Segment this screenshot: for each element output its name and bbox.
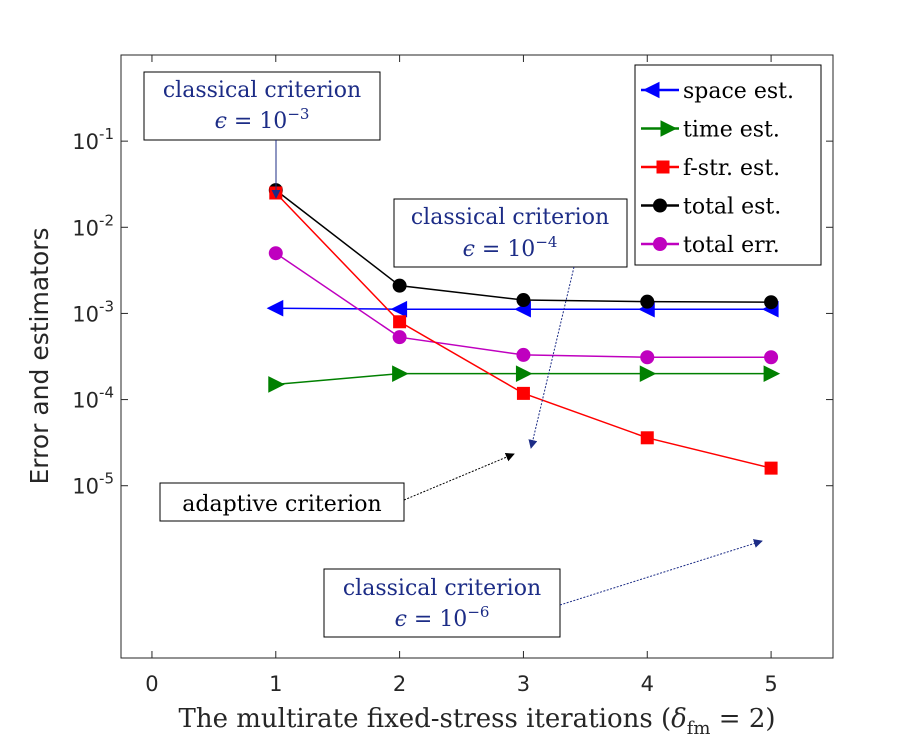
series-time-est [268, 365, 781, 393]
x-tick-label: 2 [393, 672, 406, 696]
legend-label: f-str. est. [683, 156, 780, 181]
data-point-total-est [392, 278, 407, 293]
series-total-est [268, 183, 779, 310]
data-point-time-est [639, 365, 657, 382]
legend-item-space-est: space est. [641, 79, 794, 104]
data-point-f-str-est [393, 315, 407, 329]
legend-marker [656, 160, 670, 174]
legend-label: total err. [683, 233, 780, 258]
x-tick-label: 4 [641, 672, 654, 696]
x-axis-label-tail: = 2) [711, 704, 776, 734]
annotation-adaptive-text: adaptive criterion [182, 492, 381, 517]
data-point-total-est [516, 293, 531, 308]
data-point-time-est [763, 365, 781, 382]
annotation-eps6-line1: classical criterion [343, 576, 541, 601]
data-point-time-est [392, 365, 409, 382]
legend-item-total-err: total err. [641, 233, 780, 258]
annotation-adaptive-box [159, 482, 405, 522]
data-point-total-err [268, 246, 283, 261]
x-tick-label: 1 [269, 672, 282, 696]
data-point-f-str-est [516, 386, 530, 400]
annotation-eps6: classical criterion ϵ = 10−6 [323, 568, 561, 638]
annotation-eps3-box [143, 71, 381, 141]
annotation-eps6-box [323, 568, 561, 638]
y-tick-label: 10-5 [72, 470, 114, 499]
annotation-eps4-line1: classical criterion [411, 205, 609, 230]
data-point-space-est [266, 299, 284, 317]
legend-marker [653, 198, 667, 213]
data-point-f-str-est [764, 461, 778, 475]
annotation-eps4-line2: ϵ = 10−4 [463, 233, 558, 262]
data-point-total-err [764, 350, 779, 365]
annotation-eps3-line1: classical criterion [163, 78, 361, 103]
legend-marker [642, 81, 660, 99]
legend-marker [653, 237, 667, 251]
x-tick-label: 0 [145, 672, 158, 696]
series-f-str-est [269, 186, 778, 475]
annotation-eps4: classical criterion ϵ = 10−4 [393, 198, 628, 268]
x-axis-label-main: The multirate fixed-stress iterations ( [178, 704, 671, 734]
y-tick-label: 10-3 [72, 297, 114, 326]
data-point-f-str-est [640, 431, 654, 445]
legend-item-f-str-est: f-str. est. [641, 156, 780, 181]
annotation-eps3: classical criterion ϵ = 10−3 [143, 71, 381, 141]
annotation-eps6-line2: ϵ = 10−6 [395, 603, 490, 632]
data-point-time-est [268, 376, 285, 393]
x-tick-label: 5 [764, 672, 777, 696]
legend-marker [660, 120, 678, 137]
axis-ticks [121, 55, 833, 658]
y-axis-label: Error and estimators [25, 227, 54, 484]
data-point-total-err [516, 347, 531, 362]
series-total-err [268, 246, 779, 365]
series-layer [266, 183, 781, 475]
legend-item-time-est: time est. [641, 118, 780, 143]
x-tick-label: 3 [517, 672, 530, 696]
y-tick-label: 10-4 [72, 384, 114, 413]
data-point-space-est [390, 300, 408, 318]
data-point-total-err [640, 350, 655, 365]
x-axis-label: The multirate fixed-stress iterations (δ… [178, 704, 775, 739]
annotation-eps4-box [393, 198, 628, 268]
annotation-adaptive: adaptive criterion [159, 482, 405, 522]
annotation-eps3-line2: ϵ = 10−3 [215, 105, 310, 134]
y-tick-labels: 10-1 10-2 10-3 10-4 10-5 [72, 125, 114, 499]
x-axis-label-sub: fm [687, 718, 711, 739]
legend-label: space est. [683, 79, 794, 104]
legend-item-total-est: total est. [641, 195, 781, 220]
annotation-eps4-arrow [528, 266, 575, 449]
data-point-total-est [764, 295, 779, 310]
legend-label: time est. [683, 118, 780, 143]
legend: space est. time est. f-str. est. total est.… [634, 64, 822, 266]
x-tick-labels: 0 1 2 3 4 5 [145, 672, 778, 696]
data-point-total-err [392, 330, 407, 345]
y-tick-label: 10-1 [72, 125, 114, 154]
data-point-time-est [515, 365, 533, 382]
x-axis-label-delta: δ [671, 704, 687, 734]
legend-items: space est. time est. f-str. est. total est.… [641, 79, 794, 258]
annotation-adaptive-arrow [403, 452, 515, 501]
data-point-total-est [640, 294, 655, 309]
y-tick-label: 10-2 [72, 211, 114, 240]
annotation-eps6-arrow [559, 539, 763, 606]
legend-label: total est. [683, 195, 781, 220]
